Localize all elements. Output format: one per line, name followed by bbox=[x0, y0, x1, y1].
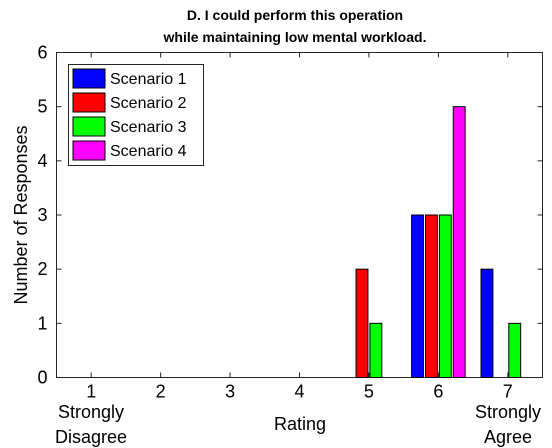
bar-scenario-3-rating-7 bbox=[508, 322, 522, 379]
high-anchor-line2: Agree bbox=[484, 427, 532, 447]
legend-swatch-scenario-3 bbox=[72, 116, 106, 137]
chart-subtitle: while maintaining low mental workload. bbox=[163, 29, 427, 45]
y-tick-label: 3 bbox=[37, 205, 47, 225]
legend-label-scenario-3: Scenario 3 bbox=[110, 119, 187, 136]
legend-label-scenario-4: Scenario 4 bbox=[110, 143, 187, 160]
bar-scenario-4-rating-6 bbox=[452, 106, 466, 379]
chart-title: D. I could perform this operation bbox=[187, 7, 403, 23]
bar-scenario-2-rating-6 bbox=[424, 214, 438, 378]
x-tick-label: 6 bbox=[433, 382, 443, 402]
x-tick-label: 3 bbox=[225, 382, 235, 402]
x-tick-label: 7 bbox=[503, 382, 513, 402]
high-anchor-line1: Strongly bbox=[475, 402, 541, 422]
legend-label-scenario-1: Scenario 1 bbox=[110, 71, 187, 88]
y-axis-label: Number of Responses bbox=[11, 125, 31, 304]
y-tick-label: 5 bbox=[37, 97, 47, 117]
bars-group bbox=[355, 106, 522, 379]
legend-swatch-scenario-4 bbox=[72, 140, 106, 161]
legend-swatch-scenario-1 bbox=[72, 68, 106, 89]
y-tick-label: 4 bbox=[37, 151, 47, 171]
x-tick-label: 5 bbox=[364, 382, 374, 402]
bar-scenario-3-rating-5 bbox=[369, 322, 383, 379]
bar-scenario-1-rating-6 bbox=[411, 214, 424, 378]
y-tick-label: 2 bbox=[37, 259, 47, 279]
bar-scenario-3-rating-6 bbox=[438, 214, 452, 378]
legend: Scenario 1 Scenario 2 Scenario 3 Scenari… bbox=[68, 64, 204, 166]
y-tick-label: 1 bbox=[37, 313, 47, 333]
legend-label-scenario-2: Scenario 2 bbox=[110, 95, 187, 112]
legend-swatch-scenario-2 bbox=[72, 92, 106, 113]
bar-scenario-2-rating-5 bbox=[355, 268, 369, 378]
bar-scenario-1-rating-7 bbox=[480, 268, 494, 378]
low-anchor-line1: Strongly bbox=[58, 402, 124, 422]
y-tick-label: 0 bbox=[37, 368, 47, 388]
x-tick-label: 4 bbox=[294, 382, 304, 402]
x-tick-label: 1 bbox=[86, 382, 96, 402]
y-tick-label: 6 bbox=[37, 43, 47, 63]
low-anchor-line2: Disagree bbox=[55, 427, 127, 447]
x-tick-label: 2 bbox=[156, 382, 166, 402]
axis-ticks: 0 1 2 3 4 5 6 1 2 3 4 5 6 7 bbox=[37, 43, 543, 402]
x-axis-label: Rating bbox=[274, 414, 326, 434]
